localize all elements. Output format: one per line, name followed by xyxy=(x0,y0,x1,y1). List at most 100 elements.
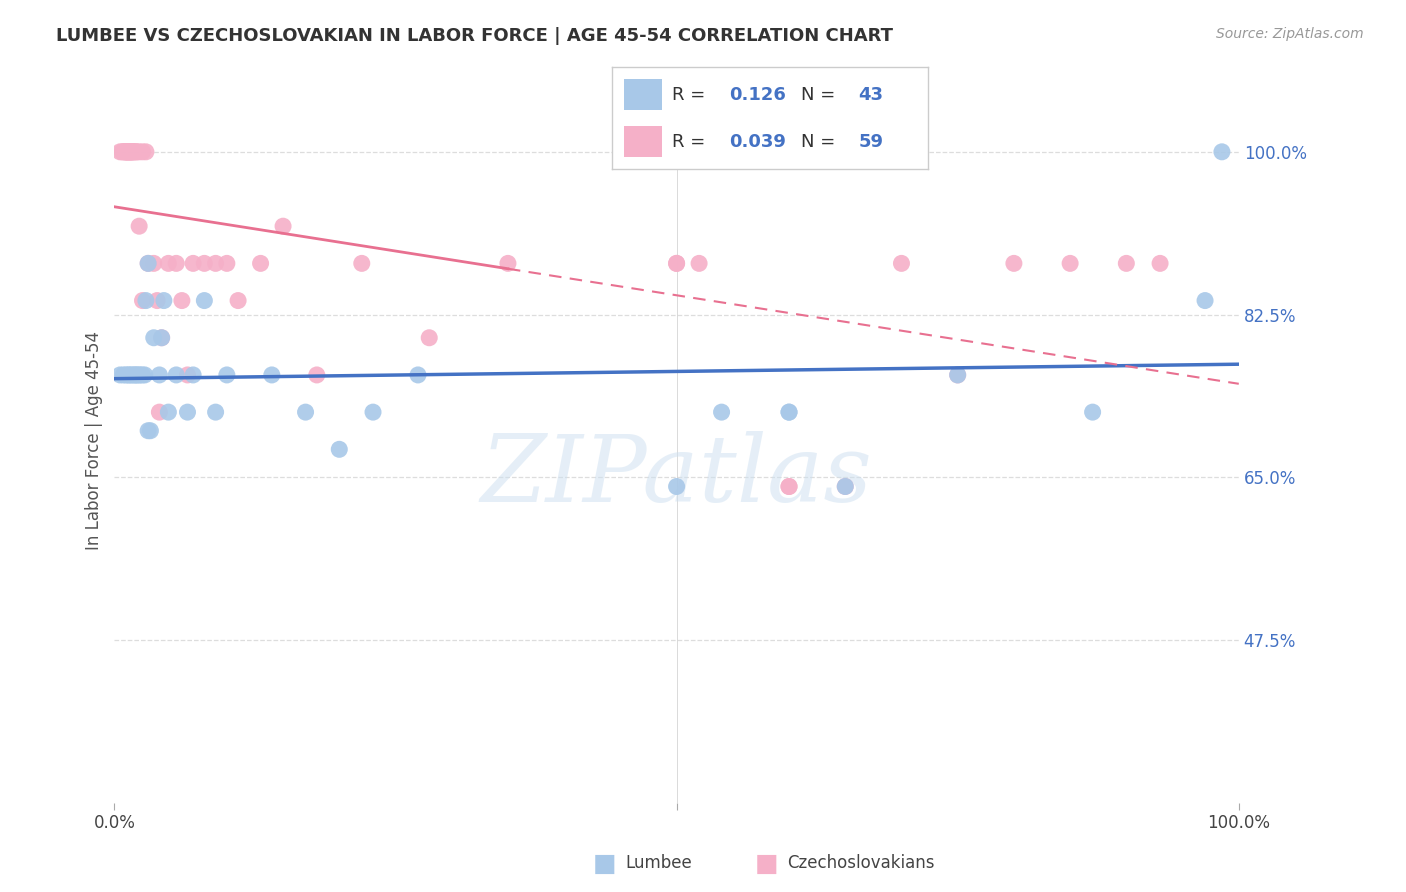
Point xyxy=(150,331,173,345)
Point xyxy=(193,293,215,308)
Point xyxy=(114,145,136,159)
Point xyxy=(204,405,226,419)
Point xyxy=(128,145,150,159)
Point xyxy=(150,331,173,345)
Point xyxy=(118,368,141,382)
Point xyxy=(157,405,180,419)
Point xyxy=(193,256,215,270)
Point xyxy=(114,145,136,159)
Point xyxy=(108,368,131,382)
Point xyxy=(139,424,162,438)
Point xyxy=(111,145,134,159)
Point xyxy=(142,331,165,345)
Point xyxy=(890,256,912,270)
Point xyxy=(1149,256,1171,270)
Point xyxy=(122,145,145,159)
Point xyxy=(834,479,856,493)
Point xyxy=(496,256,519,270)
Point xyxy=(1115,256,1137,270)
Point xyxy=(120,145,142,159)
Y-axis label: In Labor Force | Age 45-54: In Labor Force | Age 45-54 xyxy=(86,331,103,549)
Point xyxy=(128,368,150,382)
FancyBboxPatch shape xyxy=(624,79,662,110)
Point xyxy=(1002,256,1025,270)
Point xyxy=(249,256,271,270)
Point xyxy=(157,256,180,270)
Point xyxy=(226,293,249,308)
Point xyxy=(124,368,146,382)
Point xyxy=(305,368,328,382)
Point xyxy=(125,145,148,159)
Point xyxy=(176,405,198,419)
Text: Source: ZipAtlas.com: Source: ZipAtlas.com xyxy=(1216,27,1364,41)
Point xyxy=(361,405,384,419)
Point xyxy=(125,368,148,382)
Point xyxy=(1211,145,1233,159)
Text: 0.126: 0.126 xyxy=(728,86,786,103)
Point xyxy=(665,256,688,270)
Point xyxy=(1059,256,1081,270)
Text: LUMBEE VS CZECHOSLOVAKIAN IN LABOR FORCE | AGE 45-54 CORRELATION CHART: LUMBEE VS CZECHOSLOVAKIAN IN LABOR FORCE… xyxy=(56,27,893,45)
Point xyxy=(148,405,170,419)
Point xyxy=(215,256,238,270)
Point xyxy=(120,145,142,159)
Point xyxy=(946,368,969,382)
Point xyxy=(181,368,204,382)
Point xyxy=(117,368,139,382)
Point xyxy=(665,256,688,270)
Point xyxy=(117,145,139,159)
Point xyxy=(710,405,733,419)
Point xyxy=(115,145,138,159)
Point xyxy=(135,293,157,308)
Text: N =: N = xyxy=(801,86,841,103)
Point xyxy=(131,293,153,308)
Point xyxy=(142,256,165,270)
Point xyxy=(271,219,294,234)
Point xyxy=(406,368,429,382)
Point xyxy=(120,368,142,382)
Point xyxy=(294,405,316,419)
Point xyxy=(176,368,198,382)
Text: 59: 59 xyxy=(858,133,883,151)
Point xyxy=(204,256,226,270)
Point xyxy=(260,368,283,382)
Point xyxy=(834,479,856,493)
Text: ■: ■ xyxy=(755,852,778,875)
Point xyxy=(112,145,135,159)
Point xyxy=(114,368,136,382)
Point xyxy=(118,145,141,159)
Point xyxy=(135,145,157,159)
Point xyxy=(328,442,350,457)
Point xyxy=(118,145,141,159)
Point xyxy=(146,293,169,308)
Point xyxy=(688,256,710,270)
Point xyxy=(120,145,142,159)
Point xyxy=(134,368,156,382)
Point xyxy=(112,368,135,382)
Point xyxy=(946,368,969,382)
Point xyxy=(148,368,170,382)
Point xyxy=(131,145,153,159)
Point xyxy=(1081,405,1104,419)
Point xyxy=(131,368,153,382)
Text: ZIPatlas: ZIPatlas xyxy=(481,431,873,521)
Point xyxy=(165,256,187,270)
Point xyxy=(125,145,148,159)
Point xyxy=(115,145,138,159)
Point xyxy=(120,145,142,159)
Point xyxy=(125,368,148,382)
Point xyxy=(153,293,176,308)
Point xyxy=(128,219,150,234)
Text: ■: ■ xyxy=(593,852,616,875)
Text: R =: R = xyxy=(672,86,710,103)
Point xyxy=(778,405,800,419)
Point xyxy=(121,145,143,159)
Point xyxy=(418,331,440,345)
FancyBboxPatch shape xyxy=(624,127,662,157)
Point xyxy=(114,145,136,159)
Text: Lumbee: Lumbee xyxy=(626,855,692,872)
Text: 43: 43 xyxy=(858,86,883,103)
Point xyxy=(665,479,688,493)
Point xyxy=(350,256,373,270)
Point xyxy=(124,145,146,159)
